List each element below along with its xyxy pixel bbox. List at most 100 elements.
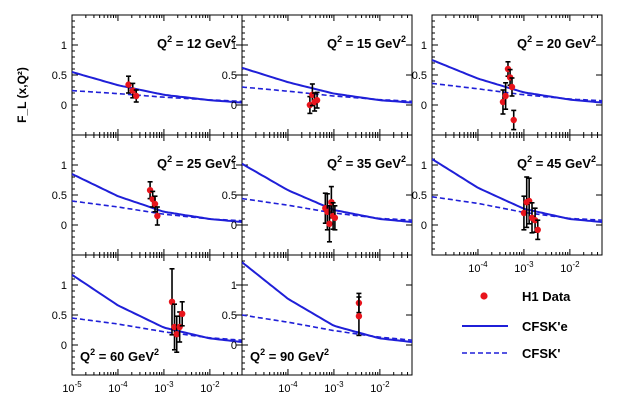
y-tick-label: 1 [231, 280, 237, 292]
cfsk-curve [242, 86, 412, 103]
y-tick-label: 0.5 [52, 190, 67, 202]
h1-data-point [129, 87, 136, 94]
panel-q2-25: 0 0.5 1 Q2 = 25 GeV2 [52, 134, 243, 256]
y-tick-label: 1 [231, 40, 237, 52]
cfsk-curve [72, 89, 242, 103]
panel-q2-60: 0 0.5 1 Q2 = 60 GeV2 [52, 254, 243, 376]
q2-label: Q2 = 15 GeV2 [327, 34, 406, 51]
h1-data-point [125, 81, 132, 88]
q2-label: Q2 = 35 GeV2 [327, 154, 406, 171]
h1-data-point [502, 92, 509, 100]
legend-entry: H1 Data [480, 289, 571, 304]
h1-data-point [510, 116, 517, 124]
panel-q2-15: 0 0.5 1 Q2 = 15 GeV2 [222, 14, 413, 136]
cfsk-curve [72, 317, 242, 341]
h1-data-point [313, 97, 321, 104]
h1-data-point [151, 200, 159, 208]
cfsk-curve [432, 82, 602, 102]
h1-data-point [326, 220, 333, 227]
legend-label: CFSK'e [522, 319, 568, 334]
cfske-curve [72, 71, 242, 104]
y-tick-label: 0 [421, 100, 427, 112]
panel-plot-area [72, 71, 242, 104]
panel-plot-area [72, 267, 242, 354]
y-tick-label: 0 [231, 340, 237, 352]
q2-label: Q2 = 60 GeV2 [80, 347, 159, 364]
panel-plot-area [242, 162, 412, 243]
cfske-curve [242, 66, 412, 104]
h1-data-point [499, 98, 507, 106]
y-tick-label: 0.5 [412, 190, 427, 202]
h1-data-point [531, 217, 539, 224]
h1-data-point [534, 226, 541, 233]
legend-entry: CFSK'e [462, 319, 568, 334]
h1-data-point [179, 310, 186, 317]
cfsk-curve [72, 200, 242, 222]
cfske-curve [72, 273, 242, 343]
y-tick-label: 0 [231, 100, 237, 112]
legend-label: H1 Data [522, 289, 571, 304]
y-tick-label: 0.5 [222, 190, 237, 202]
panel-q2-12: 00.51 Q2 = 12 GeV2 [52, 14, 243, 136]
panel-frame [71, 134, 243, 256]
y-tick-label: 0.5 [222, 310, 237, 322]
y-tick-label: 0 [61, 340, 67, 352]
h1-data-point [168, 298, 176, 305]
panel-plot-area [432, 158, 602, 241]
h1-data-point [133, 92, 140, 100]
y-tick-label: 1 [61, 160, 67, 172]
x-axes: 10-5 10-4 10-3 10-2 10-4 10-3 10-2 10-4 10-3 10-2 [62, 260, 580, 395]
panel-q2-45: 0 0.5 1 Q2 = 45 GeV2 [412, 134, 603, 256]
y-tick-label: 1 [421, 40, 427, 52]
q2-label: Q2 = 20 GeV2 [517, 34, 596, 51]
legend-entry: CFSK' [462, 346, 560, 361]
x-tick-label: 10-5 [62, 380, 82, 395]
y-tick-label: 0 [231, 220, 237, 232]
legend-label: CFSK' [522, 346, 560, 361]
panel-plot-area [72, 173, 242, 226]
x-tick-label: 10-4 [278, 380, 298, 395]
panel-q2-90: 0 0.5 1 Q2 = 90 GeV2 [222, 254, 413, 376]
y-tick-label: 0 [421, 220, 427, 232]
q2-label: Q2 = 45 GeV2 [517, 154, 596, 171]
h1-data-point [508, 83, 516, 91]
x-tick-label: 10-2 [370, 380, 390, 395]
h1-data-point [520, 209, 528, 217]
h1-data-point [355, 313, 363, 320]
cfske-curve [432, 59, 602, 104]
x-tick-label: 10-4 [468, 260, 488, 275]
y-tick-label: 0.5 [52, 310, 67, 322]
y-tick-label: 0 [61, 100, 67, 112]
x-tick-label: 10-3 [154, 380, 174, 395]
panel-frame [431, 134, 603, 256]
cfsk-curve [242, 314, 412, 341]
panel-plot-area [432, 59, 602, 131]
cfske-curve [242, 261, 412, 343]
h1-data-point [331, 214, 339, 221]
h1-data-point [173, 331, 180, 338]
panel-plot-area [242, 66, 412, 115]
x-tick-label: 10-3 [324, 380, 344, 395]
cfsk-curve [242, 197, 412, 221]
q2-label: Q2 = 90 GeV2 [250, 347, 329, 364]
y-tick-label: 1 [61, 40, 67, 52]
y-tick-label: 0.5 [52, 70, 67, 82]
h1-data-point [154, 212, 161, 220]
panel-q2-35: 0 0.5 1 Q2 = 35 GeV2 [222, 134, 413, 256]
panel-q2-20: 0 0.5 1 Q2 = 20 GeV2 [412, 14, 603, 136]
q2-label: Q2 = 12 GeV2 [157, 34, 236, 51]
y-tick-label: 1 [61, 280, 67, 292]
panel-frame [431, 14, 603, 136]
y-axis-label: F_L (x,Q²) [15, 67, 29, 123]
y-tick-label: 0.5 [222, 70, 237, 82]
y-tick-label: 0.5 [412, 70, 427, 82]
y-tick-label: 0 [61, 220, 67, 232]
x-tick-label: 10-3 [514, 260, 534, 275]
legend: H1 Data CFSK'e CFSK' [462, 289, 571, 361]
panel-plot-area [242, 261, 412, 343]
x-tick-label: 10-2 [560, 260, 580, 275]
q2-label: Q2 = 25 GeV2 [157, 154, 236, 171]
cfsk-curve [432, 196, 602, 221]
